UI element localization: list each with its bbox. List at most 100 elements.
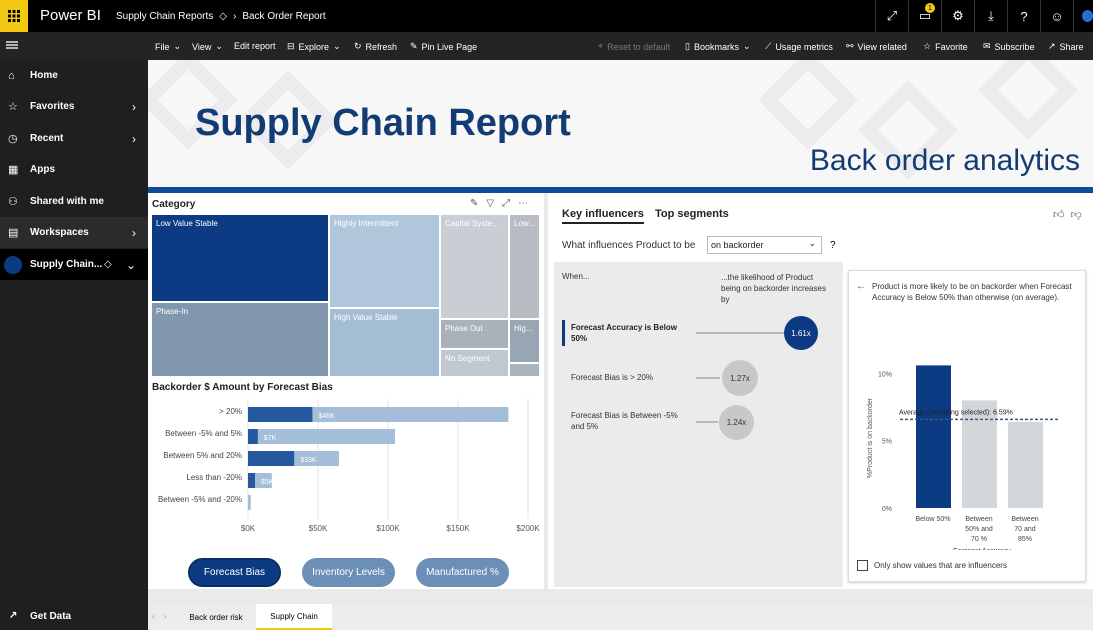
pin-live-page-button[interactable]: ✎ Pin Live Page	[410, 41, 478, 52]
file-menu[interactable]: File ⌄	[155, 41, 182, 52]
reset-button[interactable]: ⌖ Reset to default	[598, 41, 671, 52]
feedback-icon[interactable]: ☺	[1040, 0, 1073, 32]
nav-workspaces[interactable]: ▤ Workspaces ›	[0, 217, 148, 248]
average-label: Average (excluding selected): 6.59%	[899, 409, 1013, 416]
tab-key-influencers[interactable]: Key influencers	[562, 208, 644, 224]
explore-icon: ⊟	[287, 41, 295, 51]
share-icon: ↗	[1048, 41, 1056, 51]
bar-total[interactable]	[248, 429, 395, 444]
treemap-cell[interactable]	[510, 364, 539, 376]
usage-metrics-button[interactable]: ⟋ Usage metrics	[765, 41, 833, 52]
treemap-cell[interactable]: Low Value Stable	[152, 215, 328, 301]
data-label: $7K	[264, 435, 277, 442]
bar[interactable]	[248, 451, 295, 466]
influencer-bubble[interactable]: 1.61x	[784, 316, 818, 350]
nav-shared[interactable]: ⚇ Shared with me	[8, 196, 104, 208]
tab-top-segments[interactable]: Top segments	[655, 208, 729, 220]
report-canvas: Supply Chain Report Back order analytics…	[148, 60, 1093, 604]
tab-scroll-left-icon[interactable]: ‹	[152, 612, 155, 621]
tab-supply-chain[interactable]: Supply Chain	[256, 604, 332, 630]
get-data-button[interactable]: ↗ Get Data	[0, 604, 148, 630]
view-related-button[interactable]: ⚯ View related	[846, 41, 907, 52]
top-icons: ⤢ ▭ 1 ⚙ ⤓ ? ☺	[875, 0, 1093, 32]
treemap-cell[interactable]: Phase-In	[152, 303, 328, 376]
notifications-icon[interactable]: ▭ 1	[908, 0, 941, 32]
inventory-levels-button[interactable]: Inventory Levels	[302, 558, 395, 587]
refresh-button[interactable]: ↻ Refresh	[354, 41, 398, 52]
focus-mode-icon[interactable]: ⤢	[502, 198, 511, 209]
chart-icon: ⟋	[765, 41, 772, 51]
diamond-icon: ◇	[104, 259, 112, 270]
hamburger-icon[interactable]	[6, 40, 18, 52]
thumbs-up-icon[interactable]: 👍︎	[1053, 209, 1065, 221]
ki-dropdown[interactable]: on backorder ⌄	[707, 236, 822, 254]
influencer-label[interactable]: Forecast Bias is > 20%	[571, 373, 654, 382]
tab-scroll-right-icon[interactable]: ›	[164, 612, 167, 621]
treemap-cell[interactable]: Hig...	[510, 320, 539, 362]
filter-icon[interactable]: ▽	[486, 198, 495, 209]
thumbs-down-icon[interactable]: 👎︎	[1070, 209, 1082, 221]
pin-icon: ✎	[410, 41, 418, 51]
influencer-bar-chart: 10% 5% 0% %Product is on backorder Below 50%…	[867, 365, 1060, 550]
edit-report-button[interactable]: Edit report	[234, 41, 276, 51]
gear-icon[interactable]: ⚙	[941, 0, 974, 32]
category-label: Between -5% and -20%	[158, 495, 242, 504]
banner-pattern	[148, 60, 1078, 180]
chevron-right-icon: ›	[132, 225, 136, 240]
explore-menu[interactable]: ⊟ Explore ⌄	[287, 41, 341, 52]
nav-recent[interactable]: ◷ Recent ›	[8, 131, 136, 146]
influencer-bar[interactable]	[916, 365, 951, 508]
brand-label[interactable]: Power BI	[40, 7, 101, 24]
app-launcher-icon[interactable]	[0, 0, 28, 32]
nav-favorites[interactable]: ☆ Favorites ›	[8, 99, 136, 114]
influencers-checkbox[interactable]	[857, 560, 868, 571]
checkbox-label: Only show values that are influencers	[874, 561, 1007, 570]
favorite-button[interactable]: ☆ Favorite	[923, 41, 968, 52]
bar[interactable]	[248, 429, 258, 444]
apps-icon: ▦	[8, 164, 19, 176]
nav-apps[interactable]: ▦ Apps	[8, 164, 55, 176]
pin-icon[interactable]: ✎	[470, 198, 479, 209]
help-icon[interactable]: ?	[1007, 0, 1040, 32]
bar[interactable]	[248, 407, 313, 422]
bar[interactable]	[248, 473, 255, 488]
bar-total[interactable]	[248, 495, 251, 510]
share-button[interactable]: ↗ Share	[1048, 41, 1084, 52]
view-menu[interactable]: View ⌄	[192, 41, 223, 52]
influencer-bubble[interactable]: 1.27x	[722, 360, 758, 396]
influencer-bubble[interactable]: 1.24x	[719, 405, 754, 440]
treemap-cell[interactable]: Low...	[510, 215, 539, 318]
command-bar: File ⌄ View ⌄ Edit report ⊟ Explore ⌄ ↻ Refre…	[0, 32, 1093, 60]
star-icon: ☆	[8, 101, 18, 113]
tab-back-order-risk[interactable]: Back order risk	[189, 612, 243, 622]
nav-current-workspace[interactable]: Supply Chain... ◇ ⌄	[0, 249, 148, 280]
influencer-label[interactable]: Forecast Accuracy is Below 50%	[571, 323, 677, 343]
more-options-icon[interactable]: ⋯	[518, 198, 529, 209]
bookmarks-menu[interactable]: ▯ Bookmarks ⌄	[685, 41, 751, 52]
treemap-cell[interactable]: High Value Stable	[330, 309, 439, 376]
nav-home[interactable]: ⌂ Home	[8, 69, 58, 82]
influencer-bar[interactable]	[962, 400, 997, 508]
subscribe-button[interactable]: ✉ Subscribe	[983, 41, 1035, 52]
x-tick-label: $0K	[241, 524, 256, 533]
bar-category-label: 85%	[1018, 536, 1032, 543]
avatar[interactable]	[1073, 0, 1093, 32]
back-arrow-icon[interactable]: ←	[856, 281, 866, 292]
treemap-cell[interactable]: Highly Intermittent	[330, 215, 439, 307]
workspaces-icon: ▤	[8, 227, 19, 239]
treemap-cell[interactable]: Capital Syste...	[441, 215, 508, 318]
influencer-label[interactable]: Forecast Bias is Between -5% and 5%	[571, 411, 678, 431]
selected-indicator	[562, 320, 565, 346]
bar-total[interactable]	[248, 407, 509, 422]
treemap-cell[interactable]: No Segment	[441, 350, 508, 376]
manufactured-button[interactable]: Manufactured %	[416, 558, 509, 587]
influencer-bar[interactable]	[1008, 421, 1043, 508]
expand-icon[interactable]: ⤢	[875, 0, 908, 32]
bookmark-icon: ▯	[685, 41, 690, 51]
download-icon[interactable]: ⤓	[974, 0, 1007, 32]
forecast-bias-button[interactable]: Forecast Bias	[188, 558, 281, 587]
help-icon[interactable]: ?	[830, 240, 836, 251]
breadcrumb-workspace[interactable]: Supply Chain Reports	[116, 11, 214, 22]
reset-icon: ⌖	[598, 41, 604, 51]
treemap-cell[interactable]: Phase Out	[441, 320, 508, 348]
